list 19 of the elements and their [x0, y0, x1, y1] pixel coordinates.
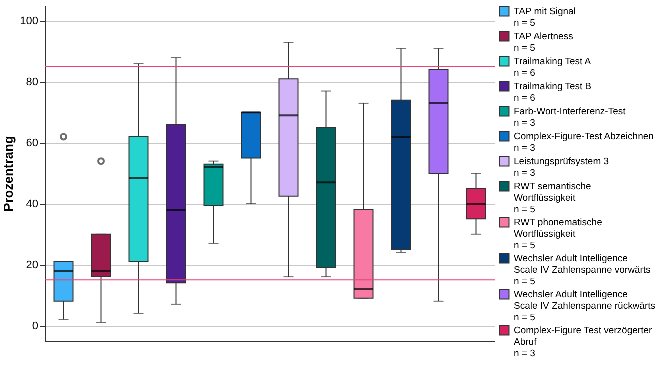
legend-label: Wechsler Adult Intelligence Scale IV Zahlenspanne rückwärts n = 5 [514, 290, 656, 324]
y-tick-label: 20 [26, 259, 38, 272]
legend-label: Leistungsprüfsystem 3 n = 3 [514, 156, 610, 179]
y-tick-label: 40 [26, 198, 38, 210]
legend-label: RWT semantische Wortflüssigkeit n = 5 [514, 182, 592, 216]
y-tick-label: 100 [20, 16, 38, 28]
y-axis-title: Prozentrang [1, 136, 16, 212]
y-tick-label: 60 [26, 138, 38, 150]
y-tick-label: 0 [32, 320, 38, 332]
legend-label: Farb-Wort-Interferenz-Test n = 3 [514, 106, 626, 129]
legend-label: RWT phonematische Wortflüssigkeit n = 5 [514, 218, 602, 252]
legend-label: Complex-Figure-Test Abzeichnen n = 3 [514, 132, 654, 154]
legend-label: Wechsler Adult Intelligence Scale IV Zahlenspanne vorwärts n = 5 [514, 254, 652, 288]
y-tick-label: 80 [26, 76, 38, 89]
legend-label: Trailmaking Test A n = 6 [514, 56, 592, 79]
legend-label: TAP mit Signal n = 5 [514, 6, 576, 29]
legend-label: Complex-Figure Test verzögerter Abruf n = 3 [514, 326, 652, 360]
legend-label: Trailmaking Test B n = 6 [514, 82, 592, 104]
legend-label: TAP Alertness n = 5 [514, 32, 574, 54]
